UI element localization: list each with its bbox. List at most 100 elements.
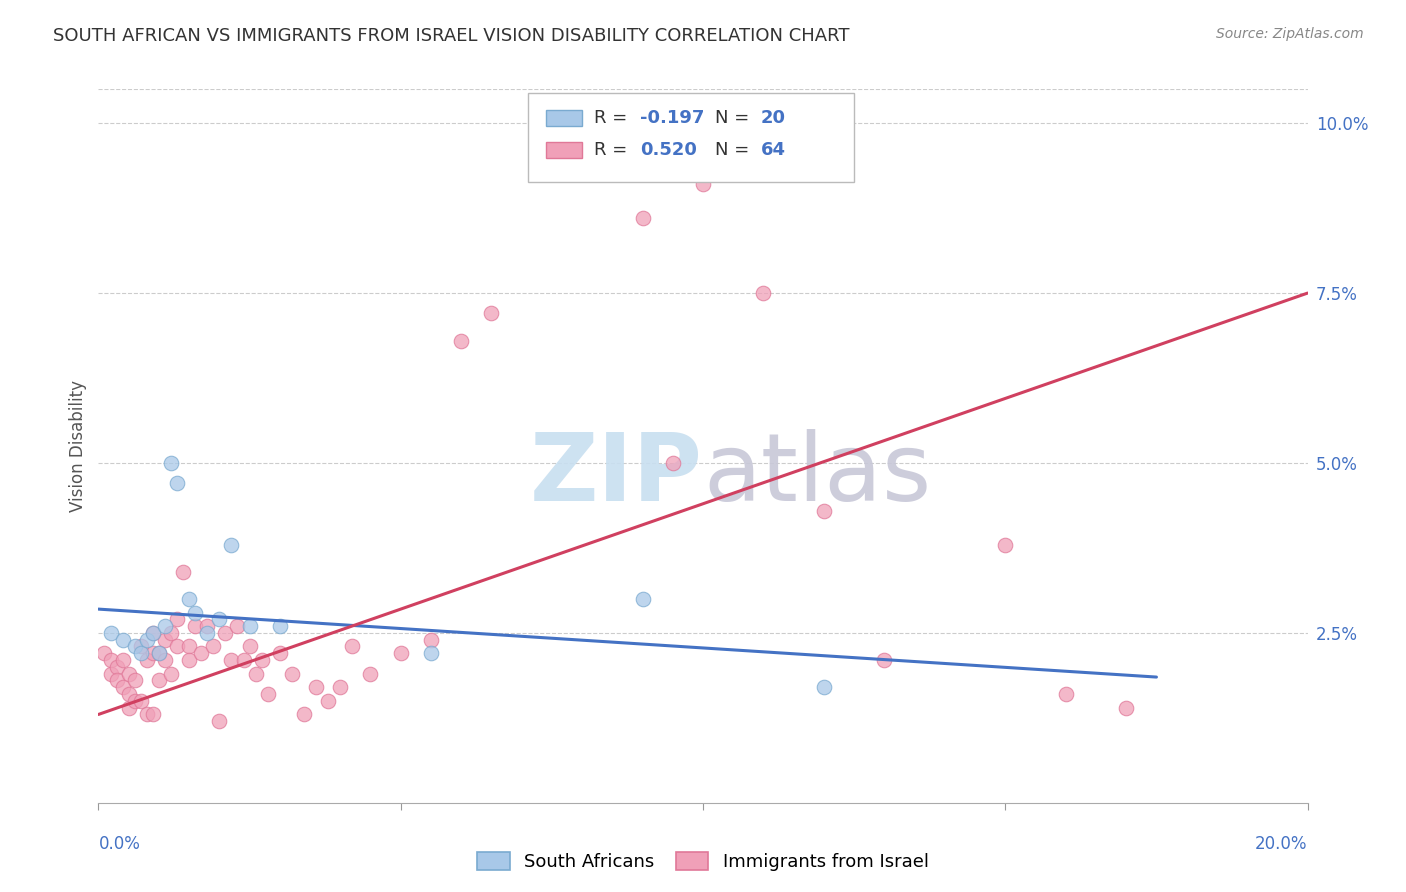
Point	[135, 707, 157, 722]
Point	[100, 666, 122, 681]
Point	[221, 537, 243, 551]
Point	[752, 286, 775, 301]
Point	[118, 700, 141, 714]
Point	[292, 707, 315, 722]
Text: 20.0%: 20.0%	[1256, 835, 1308, 853]
Point	[994, 537, 1017, 551]
Point	[202, 640, 225, 654]
Point	[172, 565, 194, 579]
Point	[118, 666, 141, 681]
Point	[184, 606, 207, 620]
Point	[111, 680, 134, 694]
Point	[148, 673, 170, 688]
Point	[135, 632, 157, 647]
Point	[100, 653, 122, 667]
Point	[631, 211, 654, 226]
Point	[153, 653, 176, 667]
Point	[450, 334, 472, 348]
Point	[179, 591, 201, 606]
Point	[129, 640, 152, 654]
Point	[179, 640, 201, 654]
Point	[1054, 687, 1077, 701]
Y-axis label: Vision Disability: Vision Disability	[69, 380, 87, 512]
Point	[256, 687, 278, 701]
Point	[239, 640, 262, 654]
Point	[153, 619, 176, 633]
Point	[142, 707, 165, 722]
Point	[105, 673, 128, 688]
Point	[239, 619, 262, 633]
Point	[250, 653, 273, 667]
Point	[124, 673, 146, 688]
Text: 20: 20	[761, 109, 786, 127]
Point	[316, 694, 339, 708]
Point	[631, 591, 654, 606]
Point	[124, 694, 146, 708]
Point	[214, 626, 236, 640]
Point	[342, 640, 364, 654]
Point	[135, 653, 157, 667]
Point	[269, 619, 291, 633]
Bar	[546, 110, 582, 126]
Text: R =: R =	[595, 109, 633, 127]
Point	[281, 666, 304, 681]
Point	[160, 626, 183, 640]
Text: N =: N =	[716, 109, 755, 127]
Point	[93, 646, 115, 660]
Point	[208, 714, 231, 729]
Point	[148, 646, 170, 660]
Point	[166, 612, 188, 626]
Point	[184, 619, 207, 633]
Point	[153, 632, 176, 647]
Point	[873, 653, 896, 667]
Point	[305, 680, 328, 694]
Point	[226, 619, 249, 633]
Point	[389, 646, 412, 660]
Text: 64: 64	[761, 141, 786, 159]
Legend: South Africans, Immigrants from Israel: South Africans, Immigrants from Israel	[470, 846, 936, 879]
Point	[481, 306, 503, 320]
Point	[245, 666, 267, 681]
Point	[179, 653, 201, 667]
Point	[160, 666, 183, 681]
Text: N =: N =	[716, 141, 755, 159]
Point	[124, 640, 146, 654]
Point	[420, 632, 443, 647]
Point	[661, 456, 683, 470]
Text: -0.197: -0.197	[640, 109, 704, 127]
Point	[692, 178, 714, 192]
Text: atlas: atlas	[703, 428, 931, 521]
Point	[129, 694, 152, 708]
FancyBboxPatch shape	[527, 93, 855, 182]
Point	[148, 646, 170, 660]
Point	[232, 653, 254, 667]
Point	[360, 666, 382, 681]
Point	[142, 626, 165, 640]
Point	[105, 660, 128, 674]
Point	[195, 626, 218, 640]
Point	[166, 640, 188, 654]
Point	[111, 653, 134, 667]
Point	[166, 476, 188, 491]
Text: 0.520: 0.520	[640, 141, 697, 159]
Point	[100, 626, 122, 640]
Point	[269, 646, 291, 660]
Point	[118, 687, 141, 701]
Point	[190, 646, 212, 660]
Text: ZIP: ZIP	[530, 428, 703, 521]
Point	[160, 456, 183, 470]
Text: R =: R =	[595, 141, 633, 159]
Point	[813, 503, 835, 517]
Text: Source: ZipAtlas.com: Source: ZipAtlas.com	[1216, 27, 1364, 41]
Point	[142, 626, 165, 640]
Point	[420, 646, 443, 660]
Text: 0.0%: 0.0%	[98, 835, 141, 853]
Text: SOUTH AFRICAN VS IMMIGRANTS FROM ISRAEL VISION DISABILITY CORRELATION CHART: SOUTH AFRICAN VS IMMIGRANTS FROM ISRAEL …	[53, 27, 851, 45]
Point	[208, 612, 231, 626]
Point	[129, 646, 152, 660]
Bar	[546, 142, 582, 158]
Point	[813, 680, 835, 694]
Point	[195, 619, 218, 633]
Point	[329, 680, 352, 694]
Point	[142, 646, 165, 660]
